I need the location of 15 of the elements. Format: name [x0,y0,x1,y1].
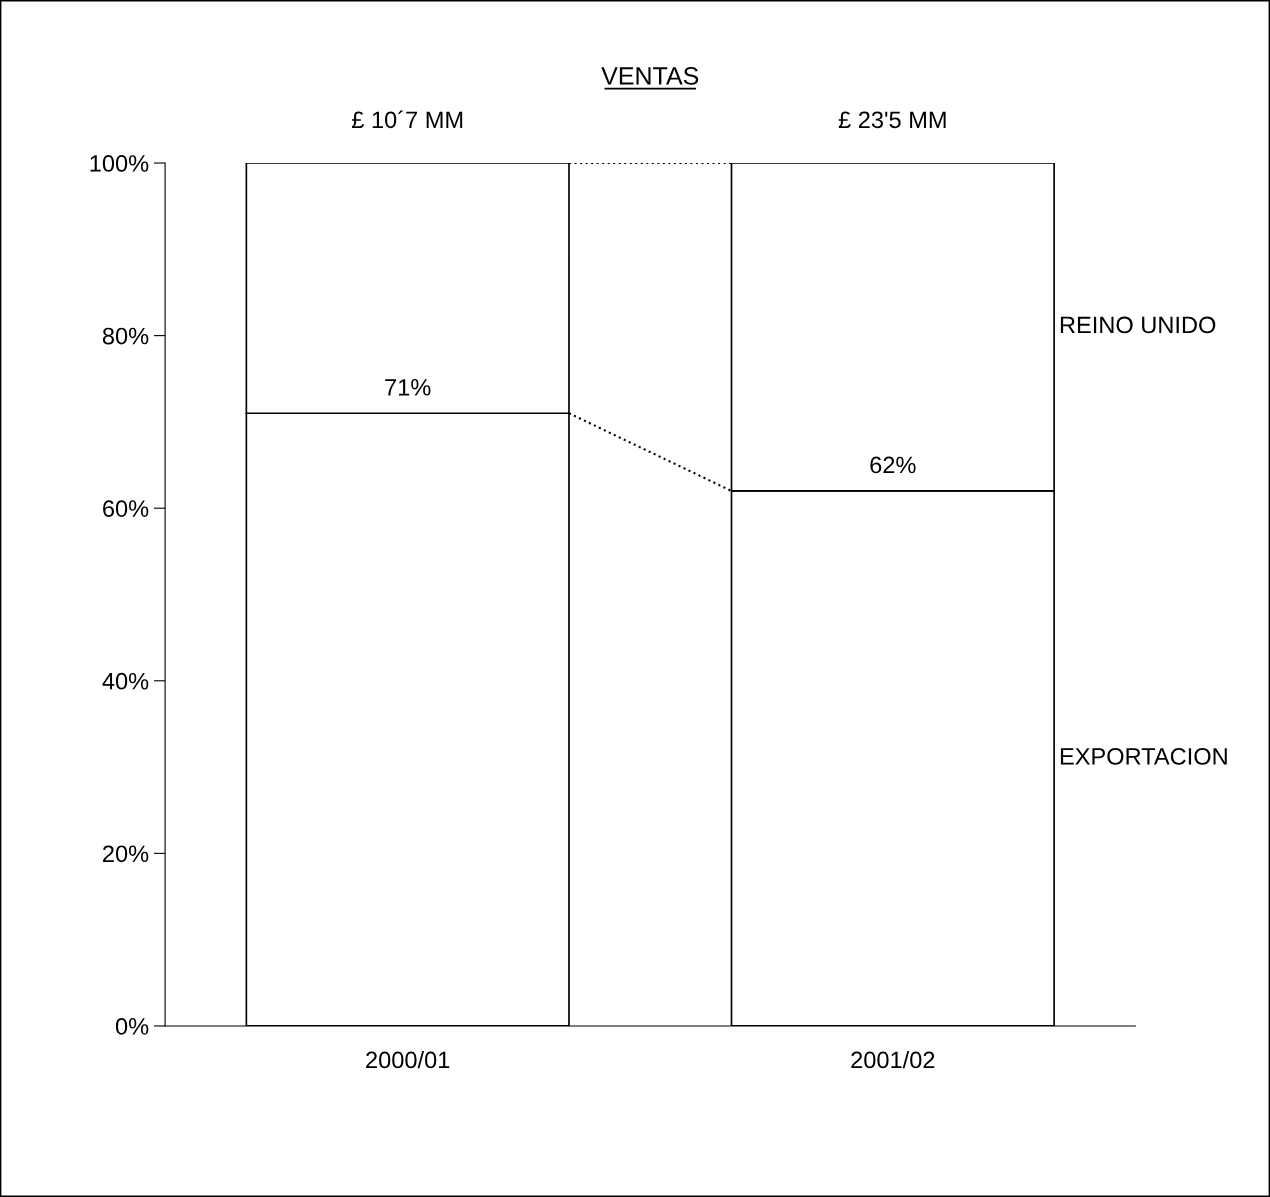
series-label: REINO UNIDO [1060,316,1216,334]
total-label: £ 23'5 MM [838,111,946,129]
y-tick-label: 100% [90,155,149,172]
x-tick-label: 2001/02 [851,1050,935,1069]
chart-title: VENTAS [601,67,699,85]
series-label: EXPORTACION [1060,748,1227,765]
data-label: 62% [870,456,916,474]
total-label: £ 10´7 MM [351,110,463,129]
data-label: 71% [385,379,431,396]
y-tick-label: 20% [103,845,149,863]
x-tick-label: 2000/01 [366,1050,450,1069]
y-tick-label: 80% [102,327,149,345]
y-tick-label: 60% [103,500,149,517]
y-tick-label: 40% [102,672,149,690]
y-tick-label: 0% [115,1018,149,1035]
